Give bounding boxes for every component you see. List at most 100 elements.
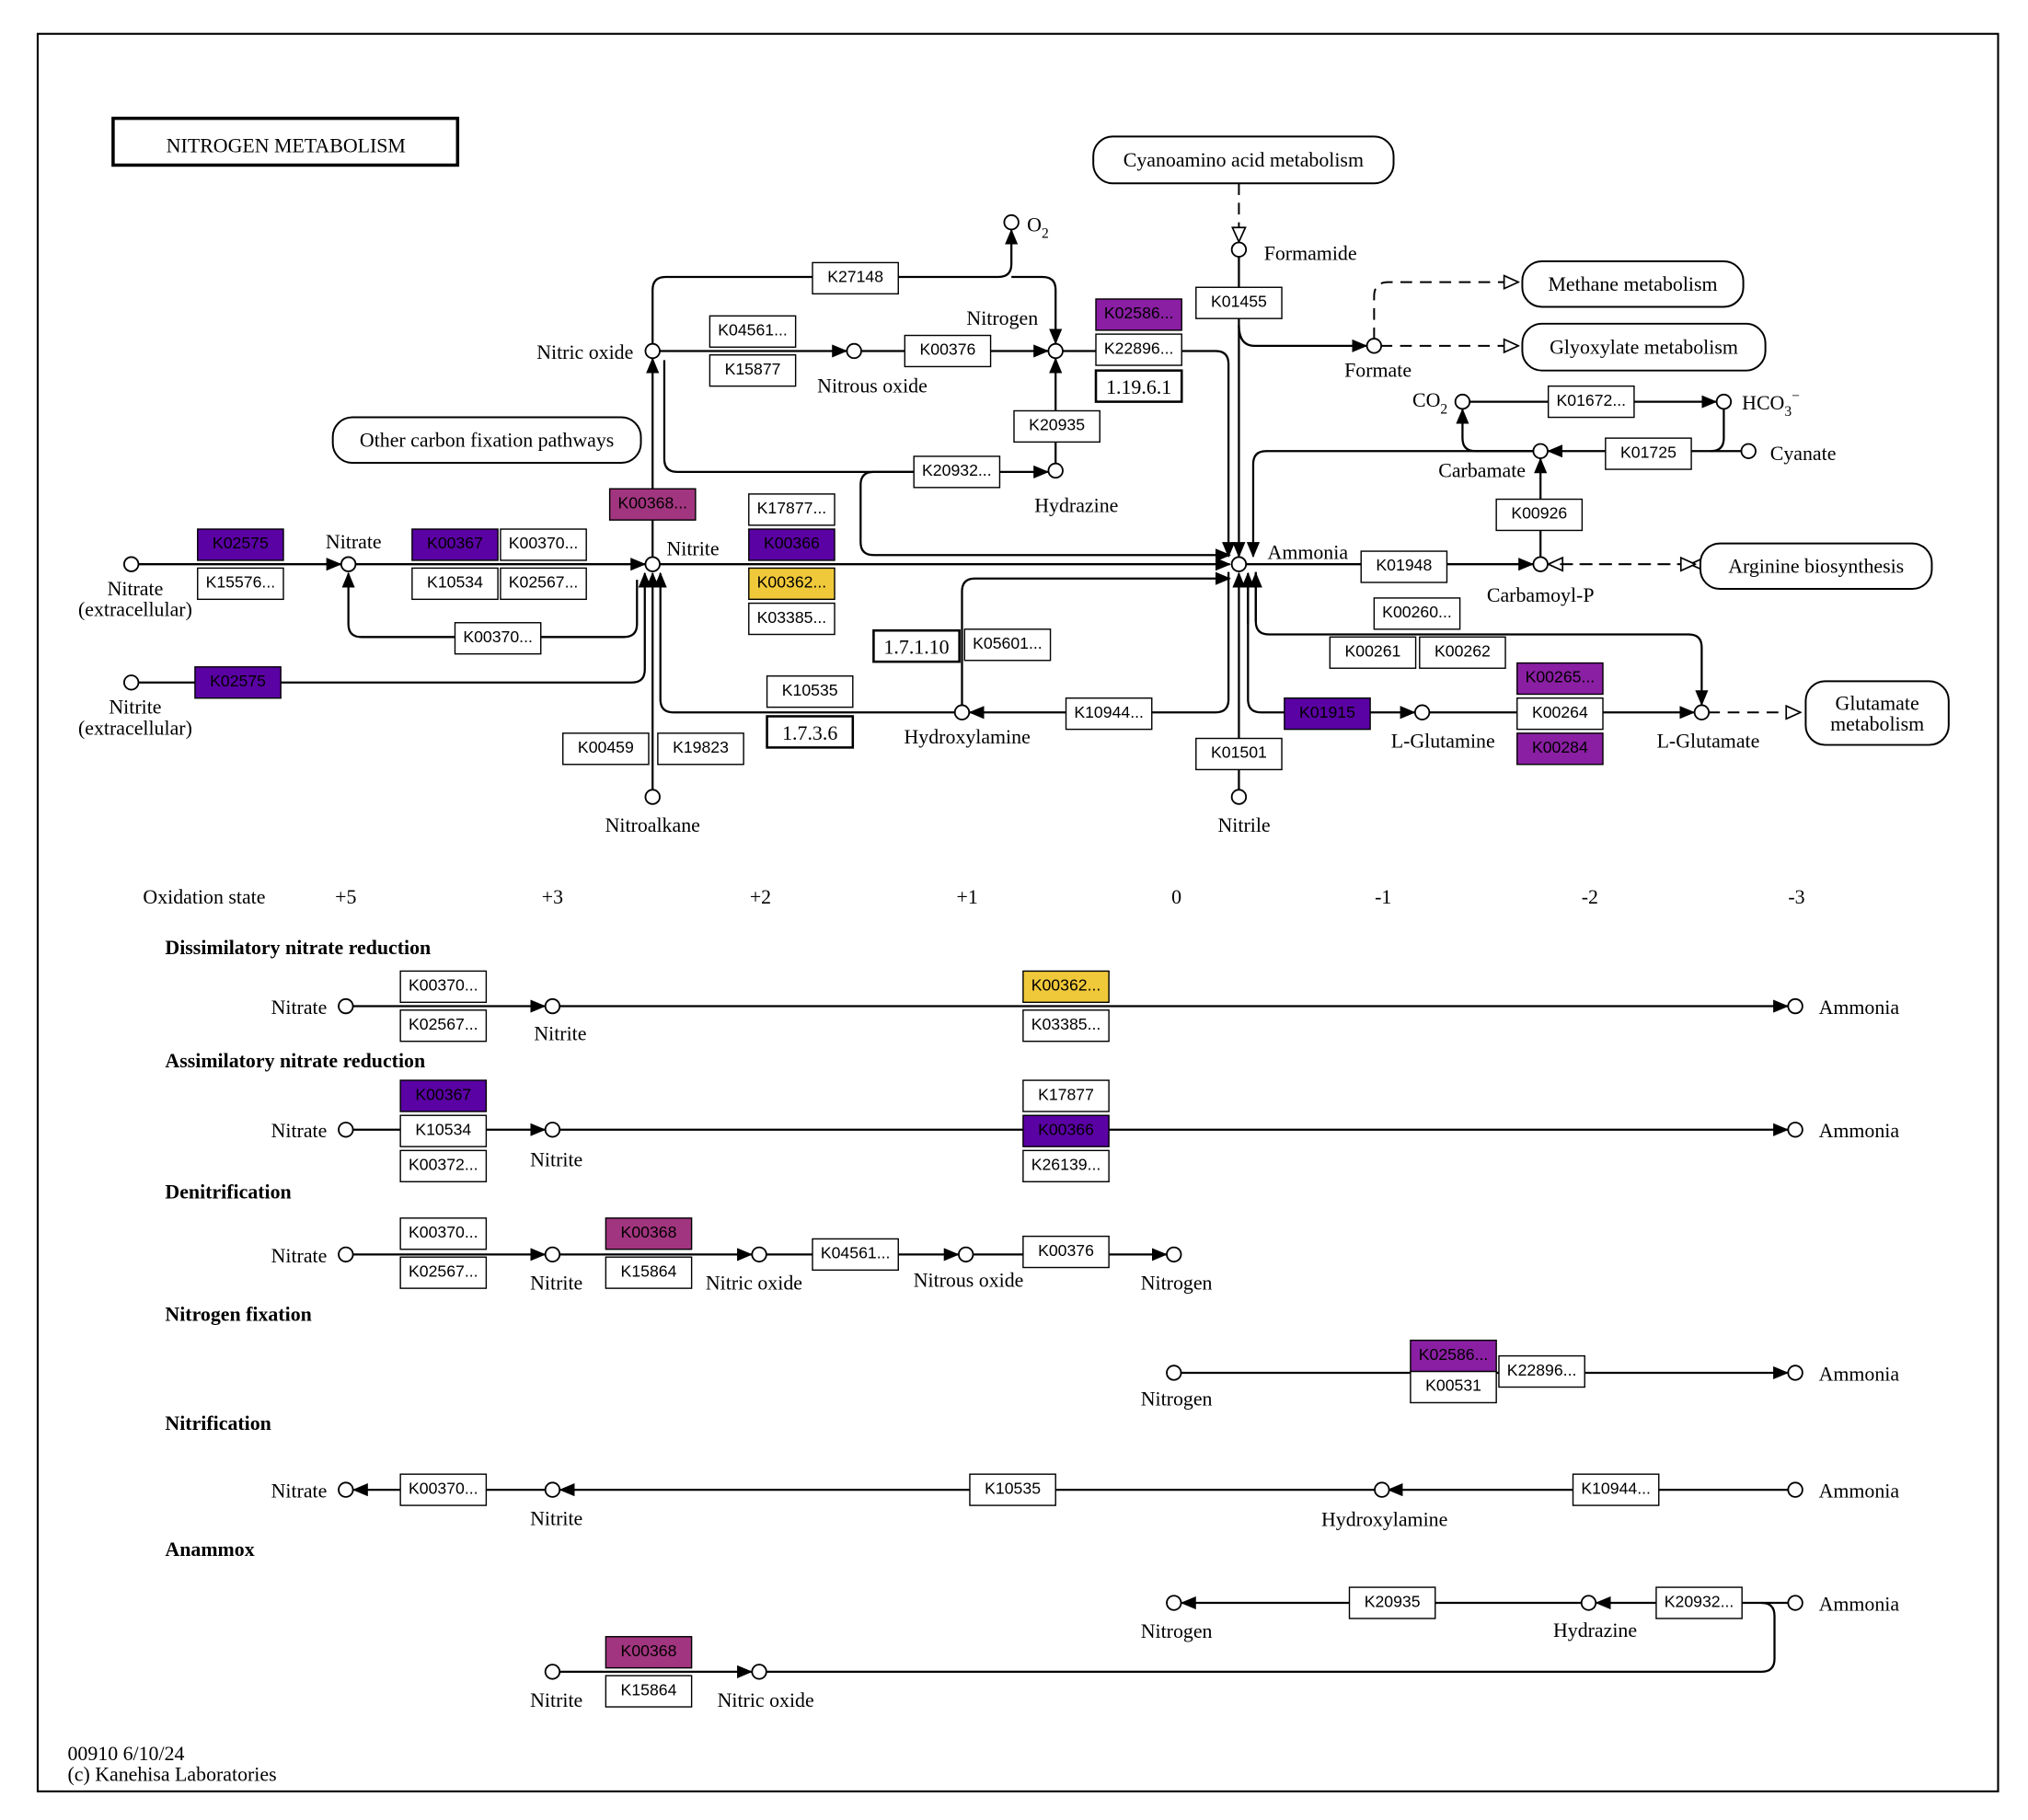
module-compound[interactable]: Hydrazine	[1553, 1595, 1637, 1641]
gene-box-K05601[interactable]: K05601...	[963, 628, 1052, 662]
compound-l-glutamate[interactable]: L-Glutamate	[1657, 704, 1760, 752]
gene-box-K02567[interactable]: K02567...	[399, 1256, 488, 1289]
gene-box-K22896[interactable]: K22896...	[1498, 1354, 1585, 1388]
gene-box-K00376[interactable]: K00376	[904, 334, 992, 368]
module-compound[interactable]: Nitrate	[271, 1244, 354, 1267]
gene-box-K00368[interactable]: K00368	[605, 1217, 693, 1250]
gene-box-K27148[interactable]: K27148	[812, 261, 899, 295]
gene-box-K02567[interactable]: K02567...	[500, 567, 587, 601]
gene-box-K00362[interactable]: K00362...	[1022, 970, 1110, 1004]
gene-box-K20935[interactable]: K20935	[1013, 409, 1100, 443]
map-link-glutamate-metabolism[interactable]: Glutamate metabolism	[1804, 680, 1950, 746]
compound-hydrazine[interactable]: Hydrazine	[1034, 462, 1118, 517]
module-compound[interactable]: Nitrite	[534, 997, 586, 1045]
gene-box-K00459[interactable]: K00459	[562, 732, 650, 766]
gene-box-K00370[interactable]: K00370...	[399, 970, 488, 1004]
gene-box-K00261[interactable]: K00261	[1329, 636, 1417, 669]
module-compound[interactable]: Nitrite	[530, 1246, 582, 1295]
gene-box-K15864[interactable]: K15864	[605, 1675, 693, 1708]
compound-nitrous-oxide[interactable]: Nitrous oxide	[817, 342, 928, 397]
gene-box-K00366[interactable]: K00366	[748, 528, 835, 561]
gene-box-K01501[interactable]: K01501	[1195, 737, 1283, 771]
module-compound[interactable]: Nitrogen	[1141, 1246, 1213, 1295]
compound-nitrate[interactable]: Nitrate (extracellular)	[78, 556, 192, 621]
module-compound[interactable]: Nitrate	[271, 1119, 354, 1142]
gene-box-K02586[interactable]: K02586...	[1095, 298, 1182, 331]
gene-box-K01672[interactable]: K01672...	[1547, 385, 1635, 419]
gene-box-K00531[interactable]: K00531	[1410, 1370, 1497, 1404]
compound-ammonia[interactable]: Ammonia	[1230, 541, 1349, 572]
module-compound[interactable]: Ammonia	[1787, 1119, 1899, 1142]
gene-box-K00370[interactable]: K00370...	[399, 1473, 488, 1506]
map-link-cyanoamino-acid-metabolism[interactable]: Cyanoamino acid metabolism	[1092, 135, 1395, 185]
module-compound[interactable]: Nitrite	[530, 1481, 582, 1529]
map-link-glyoxylate-metabolism[interactable]: Glyoxylate metabolism	[1521, 322, 1767, 372]
module-compound[interactable]: Ammonia	[1787, 1362, 1899, 1385]
ec-number-box[interactable]: 1.19.6.1	[1094, 369, 1183, 403]
gene-box-K10534[interactable]: K10534	[411, 567, 499, 601]
gene-box-K00367[interactable]: K00367	[411, 528, 499, 561]
compound-hco[interactable]: HCO3−	[1715, 388, 1800, 420]
compound-nitrogen[interactable]: Nitrogen	[966, 306, 1064, 360]
gene-box-K02575[interactable]: K02575	[194, 666, 282, 699]
module-compound[interactable]: Nitrite	[530, 1122, 582, 1170]
gene-box-K00370[interactable]: K00370...	[454, 622, 542, 655]
compound-nitrile[interactable]: Nitrile	[1218, 789, 1271, 836]
module-compound[interactable]: Nitrous oxide	[914, 1246, 1024, 1292]
compound-formamide[interactable]: Formamide	[1230, 242, 1357, 265]
gene-box-K00376[interactable]: K00376	[1022, 1235, 1110, 1269]
gene-box-K20932[interactable]: K20932...	[913, 455, 1001, 489]
compound-nitrite[interactable]: Nitrite	[644, 536, 720, 572]
module-compound[interactable]: Nitrate	[271, 1480, 354, 1503]
gene-box-K00262[interactable]: K00262	[1419, 636, 1506, 669]
gene-box-K15864[interactable]: K15864	[605, 1256, 693, 1289]
ec-number-box[interactable]: 1.7.3.6	[766, 715, 855, 749]
gene-box-K04561[interactable]: K04561...	[709, 315, 797, 348]
gene-box-K02586[interactable]: K02586...	[1410, 1339, 1497, 1373]
gene-box-K19823[interactable]: K19823	[657, 732, 744, 766]
gene-box-K26139[interactable]: K26139...	[1022, 1149, 1110, 1182]
module-compound[interactable]: Nitrite	[530, 1664, 582, 1711]
module-compound[interactable]: Ammonia	[1787, 996, 1899, 1019]
gene-box-K02575[interactable]: K02575	[197, 528, 284, 561]
gene-box-K00284[interactable]: K00284	[1516, 732, 1604, 766]
compound-hydroxylamine[interactable]: Hydroxylamine	[904, 704, 1031, 748]
compound-l-glutamine[interactable]: L-Glutamine	[1391, 704, 1495, 752]
gene-box-K00265[interactable]: K00265...	[1516, 662, 1604, 696]
gene-box-K22896[interactable]: K22896...	[1095, 333, 1182, 366]
gene-box-K10944[interactable]: K10944...	[1572, 1473, 1660, 1506]
gene-box-K00264[interactable]: K00264	[1516, 697, 1604, 731]
gene-box-K01725[interactable]: K01725	[1605, 437, 1692, 470]
map-link-other-carbon-fixation-pathways[interactable]: Other carbon fixation pathways	[331, 416, 642, 464]
gene-box-K03385[interactable]: K03385...	[748, 602, 835, 636]
module-compound[interactable]: Nitric oxide	[706, 1246, 802, 1295]
compound-co[interactable]: CO2	[1412, 388, 1471, 417]
module-compound[interactable]: Nitrogen	[1141, 1595, 1213, 1642]
map-link-methane-metabolism[interactable]: Methane metabolism	[1521, 260, 1745, 308]
gene-box-K00368[interactable]: K00368	[605, 1636, 693, 1669]
compound-carbamoyl-p[interactable]: Carbamoyl-P	[1487, 556, 1595, 606]
compound-o[interactable]: O2	[1003, 213, 1049, 242]
gene-box-K00368[interactable]: K00368...	[608, 488, 697, 521]
compound-nitroalkane[interactable]: Nitroalkane	[605, 789, 700, 836]
gene-box-K17877[interactable]: K17877...	[748, 493, 835, 526]
module-compound[interactable]: Hydroxylamine	[1321, 1481, 1447, 1531]
gene-box-K01455[interactable]: K01455	[1195, 286, 1283, 319]
gene-box-K00367[interactable]: K00367	[399, 1079, 488, 1112]
gene-box-K10534[interactable]: K10534	[399, 1114, 488, 1147]
gene-box-K02567[interactable]: K02567...	[399, 1009, 488, 1042]
gene-box-K01948[interactable]: K01948	[1360, 550, 1448, 583]
module-compound[interactable]: Ammonia	[1787, 1593, 1899, 1616]
ec-number-box[interactable]: 1.7.1.10	[872, 628, 961, 663]
compound-nitric-oxide[interactable]: Nitric oxide	[536, 340, 661, 363]
gene-box-K10535[interactable]: K10535	[969, 1473, 1056, 1506]
compound-nitrate[interactable]: Nitrate	[326, 530, 382, 572]
gene-box-K00362[interactable]: K00362...	[748, 567, 835, 601]
compound-nitrite[interactable]: Nitrite (extracellular)	[78, 674, 192, 739]
gene-box-K10535[interactable]: K10535	[766, 674, 854, 708]
gene-box-K00370[interactable]: K00370...	[500, 528, 587, 561]
gene-box-K00370[interactable]: K00370...	[399, 1217, 488, 1250]
gene-box-K10944[interactable]: K10944...	[1065, 697, 1153, 731]
module-compound[interactable]: Nitrogen	[1141, 1365, 1213, 1410]
gene-box-K00260[interactable]: K00260...	[1373, 597, 1461, 630]
